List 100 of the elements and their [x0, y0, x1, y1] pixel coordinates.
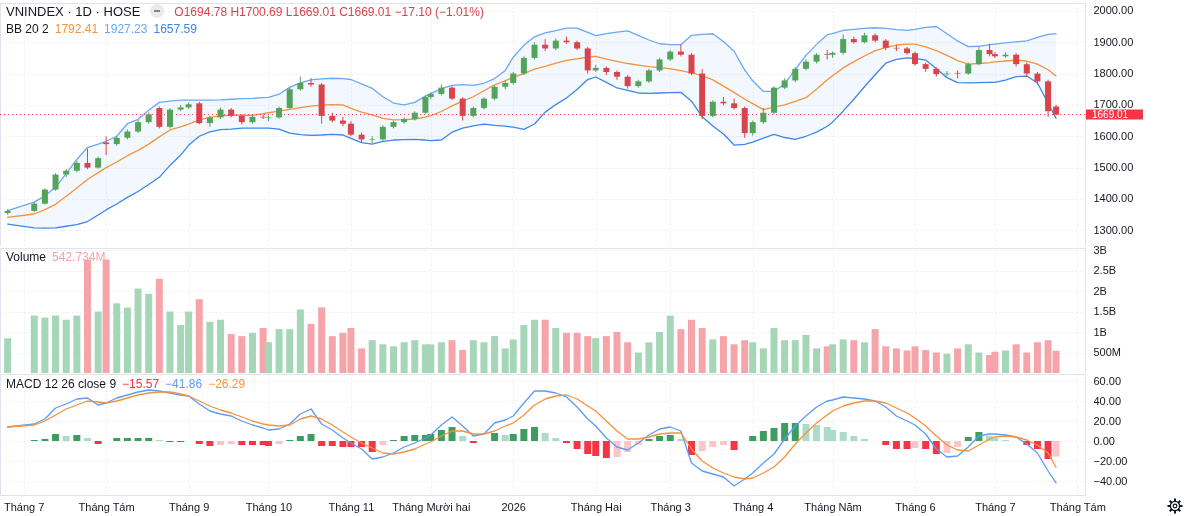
text: 1927.23: [104, 22, 148, 36]
series-label: 542.734M: [52, 250, 106, 264]
bar: [217, 319, 225, 373]
bar: [238, 441, 246, 445]
bar: [248, 332, 256, 373]
candlestick: [584, 46, 591, 75]
bar: [860, 342, 868, 373]
bar: [296, 309, 304, 373]
bar: [562, 332, 570, 373]
bar: [134, 438, 142, 441]
bar: [719, 336, 727, 373]
bar: [296, 436, 304, 441]
y-tick-label: 1700.00: [1093, 98, 1134, 111]
candlestick: [840, 33, 847, 56]
bar: [459, 350, 467, 373]
bar: [749, 342, 757, 373]
bar: [741, 340, 749, 373]
bar: [634, 352, 642, 373]
bar: [145, 293, 153, 373]
bar: [318, 307, 326, 373]
bar: [749, 436, 757, 441]
bar: [4, 338, 12, 373]
bar: [501, 435, 509, 441]
bar: [770, 327, 778, 373]
candlestick: [688, 52, 695, 76]
bar: [839, 432, 847, 441]
bar: [275, 329, 283, 373]
bar: [73, 435, 81, 441]
bar: [459, 436, 467, 441]
bar: [411, 340, 419, 373]
bar: [903, 441, 911, 449]
y-tick-label: 1400.00: [1093, 192, 1134, 205]
y-tick-label: 2B: [1093, 284, 1107, 297]
bar: [613, 441, 621, 457]
bar: [206, 321, 214, 373]
candlestick: [286, 87, 293, 110]
bar: [1033, 342, 1041, 373]
bar: [379, 441, 387, 445]
bar: [41, 317, 49, 373]
bar: [759, 431, 767, 441]
annotation: O1694.78 H1700.69 L1669.01 C1669.01 −17.10 (−1.01%): [174, 5, 484, 19]
candlestick: [975, 46, 982, 66]
bar: [975, 352, 983, 373]
bar: [531, 427, 539, 441]
y-tick-label: 1800.00: [1093, 67, 1134, 80]
candlestick: [196, 101, 203, 125]
bar: [882, 441, 890, 445]
y-tick-label: 0.00: [1093, 434, 1115, 447]
x-tick-label: Tháng 10: [245, 500, 293, 513]
bar: [400, 342, 408, 373]
bar: [227, 334, 235, 373]
bar: [113, 438, 121, 441]
candlestick: [614, 69, 620, 81]
bar: [328, 441, 336, 446]
bar: [666, 435, 674, 441]
bar: [531, 319, 539, 373]
series-label: −41.86: [165, 377, 203, 391]
bar: [62, 319, 70, 373]
x-tick-label: Tháng Năm: [804, 500, 862, 513]
bar: [318, 441, 326, 446]
bar: [813, 425, 821, 441]
bar: [573, 332, 581, 373]
bar: [552, 438, 560, 441]
bar: [264, 441, 272, 446]
bar: [839, 339, 847, 373]
bar: [62, 436, 70, 441]
bar: [94, 441, 102, 444]
bar: [688, 319, 696, 373]
bar: [206, 441, 214, 446]
bar: [264, 342, 272, 373]
y-tick-label: 500M: [1093, 346, 1122, 359]
bar: [552, 327, 560, 373]
bar: [781, 340, 789, 373]
y-tick-label: −40.00: [1093, 474, 1128, 487]
x-tick-label: 2026: [501, 500, 526, 513]
bar: [730, 441, 738, 450]
bar: [1052, 441, 1060, 457]
x-tick-label: Tháng 6: [895, 500, 936, 513]
y-tick-label: 1500.00: [1093, 161, 1134, 174]
x-tick-label: Tháng 11: [328, 500, 375, 513]
candlestick: [308, 77, 314, 88]
bar: [850, 436, 858, 441]
bar: [307, 323, 315, 373]
bar: [379, 344, 387, 373]
bar: [328, 336, 336, 373]
bar: [892, 441, 900, 449]
text: −15.57: [122, 377, 160, 391]
bar: [1023, 352, 1031, 373]
series-label: −26.29: [208, 377, 246, 391]
bar: [813, 348, 821, 373]
candlestick: [422, 95, 429, 115]
candlestick: [84, 148, 91, 170]
candlestick: [991, 51, 998, 59]
bar: [850, 340, 858, 373]
bar: [448, 340, 456, 373]
candlestick: [156, 105, 163, 129]
bar: [922, 350, 930, 373]
bar: [802, 334, 810, 373]
bar: [83, 438, 91, 441]
bar: [113, 303, 121, 373]
